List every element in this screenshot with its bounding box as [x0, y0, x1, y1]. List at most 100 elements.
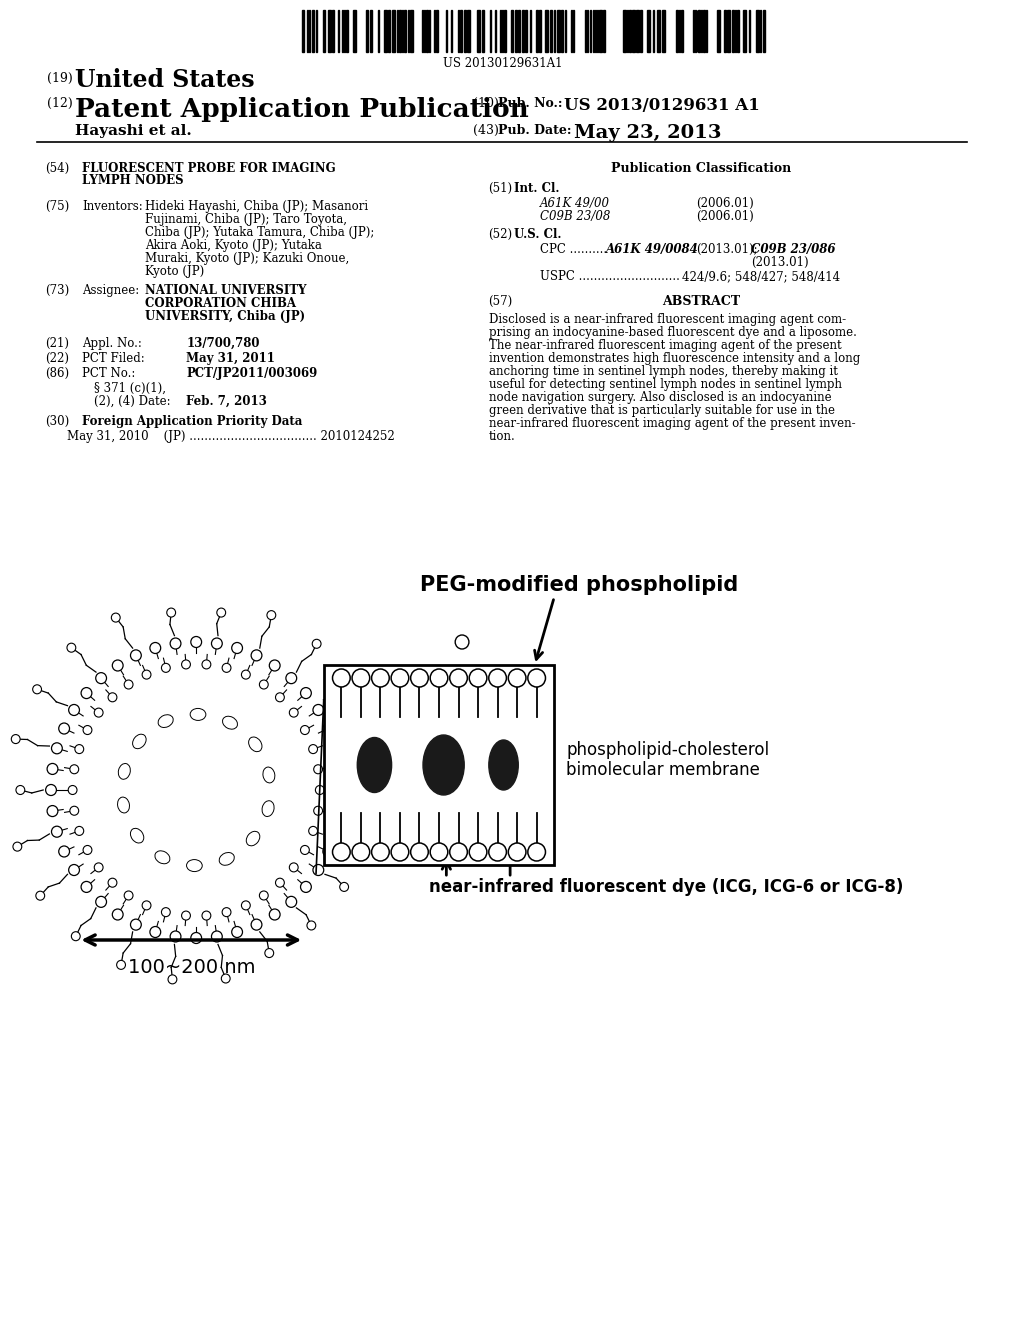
- Bar: [435, 11, 437, 51]
- Circle shape: [300, 882, 311, 892]
- Circle shape: [340, 882, 348, 891]
- Circle shape: [333, 843, 350, 861]
- Bar: [557, 11, 560, 51]
- Bar: [323, 11, 325, 51]
- Ellipse shape: [249, 737, 262, 751]
- Ellipse shape: [222, 717, 238, 729]
- Circle shape: [275, 878, 285, 887]
- Circle shape: [300, 846, 309, 854]
- Bar: [504, 11, 506, 51]
- Circle shape: [58, 846, 70, 857]
- Ellipse shape: [488, 741, 518, 789]
- Bar: [518, 11, 520, 51]
- Bar: [511, 11, 513, 51]
- Circle shape: [69, 785, 77, 795]
- Text: prising an indocyanine-based fluorescent dye and a liposome.: prising an indocyanine-based fluorescent…: [488, 326, 856, 339]
- Circle shape: [313, 865, 324, 875]
- Circle shape: [488, 669, 507, 686]
- Bar: [302, 11, 304, 51]
- Circle shape: [181, 911, 190, 920]
- Circle shape: [430, 669, 447, 686]
- Text: phospholipid-cholesterol
bimolecular membrane: phospholipid-cholesterol bimolecular mem…: [566, 741, 769, 779]
- Circle shape: [113, 909, 123, 920]
- Circle shape: [162, 664, 170, 672]
- Circle shape: [190, 932, 202, 944]
- Circle shape: [372, 669, 389, 686]
- Circle shape: [300, 688, 311, 698]
- Circle shape: [323, 723, 334, 734]
- Circle shape: [352, 843, 370, 861]
- Circle shape: [330, 826, 341, 837]
- Text: ABSTRACT: ABSTRACT: [663, 294, 740, 308]
- Text: May 31, 2010    (JP) .................................. 2010124252: May 31, 2010 (JP) ......................…: [67, 430, 394, 444]
- Bar: [346, 11, 348, 51]
- Bar: [366, 11, 368, 51]
- Bar: [632, 11, 635, 51]
- Text: anchoring time in sentinel lymph nodes, thereby making it: anchoring time in sentinel lymph nodes, …: [488, 366, 838, 378]
- Text: (57): (57): [488, 294, 513, 308]
- Bar: [640, 11, 642, 51]
- Circle shape: [368, 785, 377, 795]
- Text: NATIONAL UNIVERSITY: NATIONAL UNIVERSITY: [145, 284, 307, 297]
- Circle shape: [130, 649, 141, 661]
- Text: near-infrared fluorescent dye (ICG, ICG-6 or ICG-8): near-infrared fluorescent dye (ICG, ICG-…: [429, 878, 903, 896]
- Bar: [370, 11, 372, 51]
- Text: Muraki, Kyoto (JP); Kazuki Onoue,: Muraki, Kyoto (JP); Kazuki Onoue,: [145, 252, 349, 265]
- Text: Int. Cl.: Int. Cl.: [514, 182, 559, 195]
- Circle shape: [13, 842, 22, 851]
- Text: (86): (86): [45, 367, 70, 380]
- Bar: [703, 11, 706, 51]
- Circle shape: [95, 673, 106, 684]
- Circle shape: [150, 927, 161, 937]
- Circle shape: [308, 826, 317, 836]
- Circle shape: [251, 919, 262, 931]
- Circle shape: [70, 764, 79, 774]
- Ellipse shape: [423, 735, 464, 795]
- Circle shape: [51, 826, 62, 837]
- Text: Publication Classification: Publication Classification: [611, 162, 792, 176]
- Text: (2013.01): (2013.01): [752, 256, 809, 269]
- Circle shape: [94, 708, 103, 717]
- Circle shape: [11, 734, 20, 743]
- Circle shape: [181, 660, 190, 669]
- Text: tion.: tion.: [488, 430, 515, 444]
- Ellipse shape: [118, 797, 129, 813]
- Text: 100~200 nm: 100~200 nm: [128, 958, 255, 977]
- Circle shape: [242, 900, 250, 909]
- Circle shape: [33, 685, 42, 694]
- Bar: [426, 11, 428, 51]
- Circle shape: [335, 805, 345, 817]
- Bar: [698, 11, 700, 51]
- Bar: [467, 11, 470, 51]
- Circle shape: [307, 921, 315, 931]
- Bar: [404, 11, 407, 51]
- Bar: [399, 11, 401, 51]
- Text: Hayashi et al.: Hayashi et al.: [75, 124, 191, 139]
- Text: Patent Application Publication: Patent Application Publication: [75, 96, 528, 121]
- Text: A61K 49/00: A61K 49/00: [540, 197, 609, 210]
- Bar: [629, 11, 631, 51]
- Text: (10): (10): [473, 96, 499, 110]
- Circle shape: [150, 643, 161, 653]
- Text: (30): (30): [45, 414, 70, 428]
- Bar: [515, 11, 517, 51]
- Circle shape: [36, 891, 45, 900]
- Ellipse shape: [357, 738, 391, 792]
- Circle shape: [313, 705, 324, 715]
- Circle shape: [527, 669, 546, 686]
- Circle shape: [72, 932, 80, 941]
- Circle shape: [527, 843, 546, 861]
- Circle shape: [450, 669, 467, 686]
- Text: near-infrared fluorescent imaging agent of the present inven-: near-infrared fluorescent imaging agent …: [488, 417, 855, 430]
- Text: § 371 (c)(1),: § 371 (c)(1),: [94, 381, 166, 395]
- Circle shape: [46, 784, 56, 796]
- Ellipse shape: [130, 829, 143, 843]
- Circle shape: [308, 744, 317, 754]
- Circle shape: [130, 919, 141, 931]
- Text: Fujinami, Chiba (JP); Taro Toyota,: Fujinami, Chiba (JP); Taro Toyota,: [145, 213, 347, 226]
- Circle shape: [450, 843, 467, 861]
- Circle shape: [221, 974, 230, 983]
- Text: Feb. 7, 2013: Feb. 7, 2013: [186, 395, 267, 408]
- Text: (2), (4) Date:: (2), (4) Date:: [94, 395, 171, 408]
- Text: 13/700,780: 13/700,780: [186, 337, 260, 350]
